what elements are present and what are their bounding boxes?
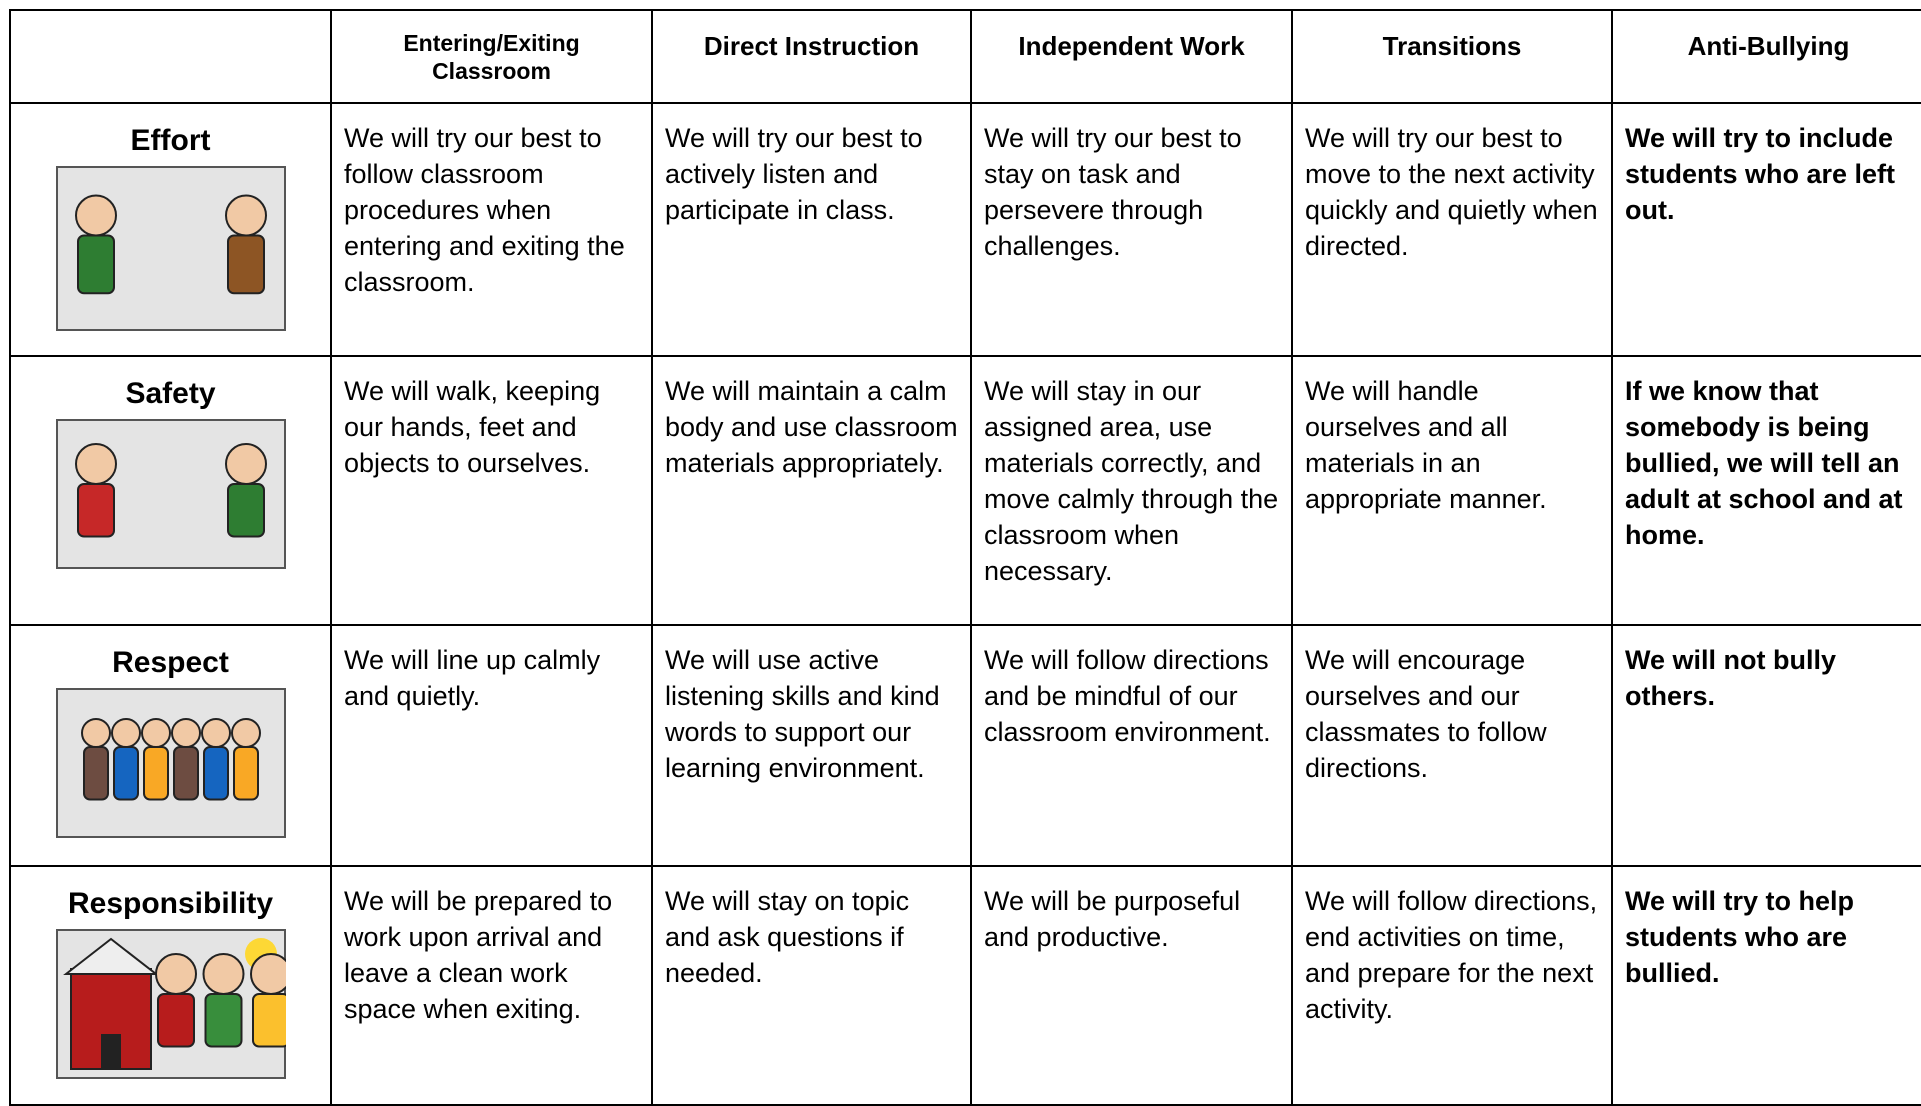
column-header: Transitions — [1291, 9, 1613, 104]
column-header-text: Independent Work — [1018, 31, 1245, 61]
illustration — [55, 419, 286, 569]
table-cell: We will maintain a calm body and use cla… — [651, 355, 972, 626]
table-cell: We will try to help students who are bul… — [1611, 865, 1921, 1106]
column-header: Direct Instruction — [651, 9, 972, 104]
column-header-text: Entering/Exiting Classroom — [403, 30, 580, 84]
column-header: Entering/Exiting Classroom — [330, 9, 653, 104]
column-header-text: Direct Instruction — [703, 31, 920, 61]
table-cell: We will follow directions and be mindful… — [970, 624, 1293, 867]
table-cell: We will follow directions, end activitie… — [1291, 865, 1613, 1106]
table-cell: We will be purposeful and productive. — [970, 865, 1293, 1106]
table-cell: We will be prepared to work upon arrival… — [330, 865, 653, 1106]
corner-cell — [9, 9, 332, 104]
row-label: Safety — [125, 377, 216, 410]
row-header: Safety — [9, 355, 332, 626]
table-cell: We will stay on topic and ask questions … — [651, 865, 972, 1106]
table-cell: We will try our best to follow classroom… — [330, 102, 653, 357]
table-cell: If we know that somebody is being bullie… — [1611, 355, 1921, 626]
illustration — [55, 166, 286, 331]
table-cell: We will stay in our assigned area, use m… — [970, 355, 1293, 626]
table-cell: We will try our best to actively listen … — [651, 102, 972, 357]
table-cell: We will try our best to stay on task and… — [970, 102, 1293, 357]
table-cell: We will encourage ourselves and our clas… — [1291, 624, 1613, 867]
illustration — [55, 688, 286, 838]
table-cell: We will line up calmly and quietly. — [330, 624, 653, 867]
row-label: Effort — [130, 124, 211, 157]
row-label: Responsibility — [67, 887, 274, 920]
row-header: Effort — [9, 102, 332, 357]
row-header: Respect — [9, 624, 332, 867]
column-header-text: Anti-Bullying — [1687, 31, 1850, 61]
column-header: Anti-Bullying — [1611, 9, 1921, 104]
table-cell: We will not bully others. — [1611, 624, 1921, 867]
row-header: Responsibility — [9, 865, 332, 1106]
illustration — [55, 929, 286, 1079]
table-cell: We will try our best to move to the next… — [1291, 102, 1613, 357]
table-cell: We will handle ourselves and all materia… — [1291, 355, 1613, 626]
column-header-text: Transitions — [1382, 31, 1522, 61]
column-header: Independent Work — [970, 9, 1293, 104]
table-cell: We will try to include students who are … — [1611, 102, 1921, 357]
table-cell: We will walk, keeping our hands, feet an… — [330, 355, 653, 626]
row-label: Respect — [112, 646, 229, 679]
table-cell: We will use active listening skills and … — [651, 624, 972, 867]
